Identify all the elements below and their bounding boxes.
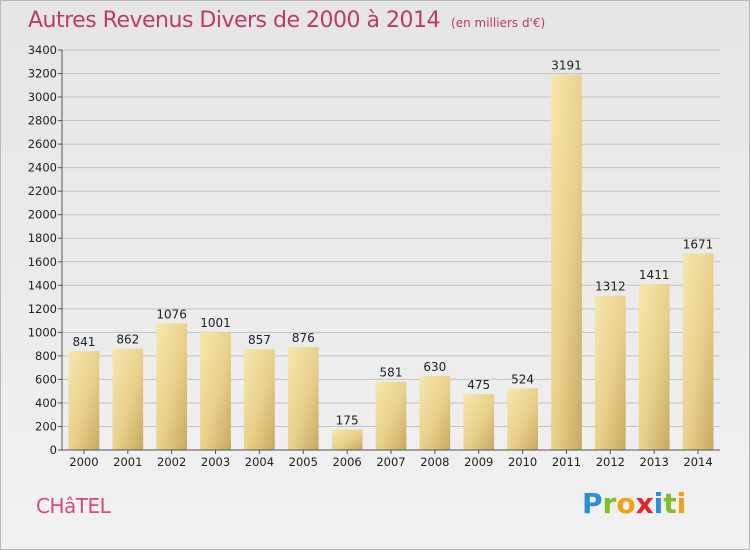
logo-letter: t: [663, 487, 677, 520]
x-tick-label: 2007: [376, 455, 405, 469]
x-tick-label: 2012: [596, 455, 625, 469]
bar: [156, 323, 188, 450]
data-label: 862: [116, 333, 139, 347]
data-label: 1312: [595, 280, 626, 294]
y-tick-label: 600: [35, 372, 57, 386]
x-tick-label: 2004: [245, 455, 274, 469]
bar: [244, 349, 275, 450]
bar: [287, 346, 319, 450]
logo-letter: i: [653, 487, 664, 520]
data-label: 841: [72, 335, 95, 349]
commune-name: CHâTEL: [36, 494, 111, 518]
y-tick-label: 400: [35, 396, 57, 410]
bar: [419, 375, 451, 450]
data-label: 876: [292, 331, 315, 345]
bar: [375, 381, 407, 450]
y-tick-label: 1800: [28, 231, 57, 245]
bar: [331, 429, 363, 450]
y-tick-label: 3400: [28, 43, 57, 57]
data-label: 1001: [200, 316, 231, 330]
y-tick-label: 2800: [28, 114, 57, 128]
axes: 0 200 400 600 800 1000 1200 1400 1600 1800 2000 220…: [28, 43, 720, 469]
x-tick-label: 2008: [420, 455, 449, 469]
y-tick-label: 3200: [28, 67, 57, 81]
x-tick-label: 2002: [157, 455, 186, 469]
y-tick-label: 2200: [28, 184, 57, 198]
x-tick-label: 2013: [640, 455, 669, 469]
data-label: 630: [423, 360, 446, 374]
x-tick-label: 2014: [683, 455, 712, 469]
x-tick-label: 2010: [508, 455, 537, 469]
y-tick-label: 3000: [28, 90, 57, 104]
x-tick-label: 2003: [201, 455, 230, 469]
bar: [463, 394, 495, 450]
bar: [551, 74, 582, 451]
y-tick-label: 2400: [28, 161, 57, 175]
data-label: 1671: [683, 237, 714, 251]
x-tick-label: 2011: [552, 455, 581, 469]
x-tick-label: 2009: [464, 455, 493, 469]
logo-letter: i: [676, 487, 687, 520]
data-label: 3191: [551, 59, 582, 73]
y-tick-label: 800: [35, 349, 57, 363]
bar: [594, 295, 626, 450]
logo-letter: P: [582, 487, 603, 520]
bars: 841 862 1076 1001 857 876 175 581 630 475 524 3191 1…: [68, 59, 714, 451]
y-tick-label: 200: [35, 419, 57, 433]
data-label: 175: [336, 413, 359, 427]
logo-letter: o: [616, 487, 636, 520]
data-label: 581: [380, 366, 403, 380]
data-label: 1076: [156, 307, 187, 321]
bar: [682, 253, 714, 450]
bar: [68, 351, 100, 450]
logo-letter: x: [635, 487, 654, 520]
y-tick-label: 1600: [28, 255, 57, 269]
y-tick-label: 2600: [28, 137, 57, 151]
x-tick-label: 2001: [113, 455, 142, 469]
data-label: 1411: [639, 268, 670, 282]
x-tick-label: 2000: [69, 455, 98, 469]
chart-title: Autres Revenus Divers de 2000 à 2014: [28, 8, 440, 33]
y-tick-label: 2000: [28, 208, 57, 222]
bar: [200, 332, 231, 450]
data-label: 475: [467, 378, 490, 392]
y-tick-label: 1400: [28, 278, 57, 292]
data-label: 524: [511, 372, 534, 386]
y-tick-label: 1200: [28, 302, 57, 316]
logo-letter: r: [602, 487, 617, 520]
bar: [507, 388, 538, 450]
x-tick-label: 2006: [332, 455, 361, 469]
chart-title-row: Autres Revenus Divers de 2000 à 2014 (en…: [28, 8, 545, 33]
y-tick-label: 1000: [28, 325, 57, 339]
x-tick-label: 2005: [289, 455, 318, 469]
data-label: 857: [248, 333, 271, 347]
y-tick-label: 0: [50, 443, 57, 457]
bar: [638, 284, 670, 450]
proxiti-logo: Proxiti: [582, 487, 686, 520]
chart-subtitle: (en milliers d'€): [451, 16, 546, 30]
bar: [112, 348, 144, 450]
